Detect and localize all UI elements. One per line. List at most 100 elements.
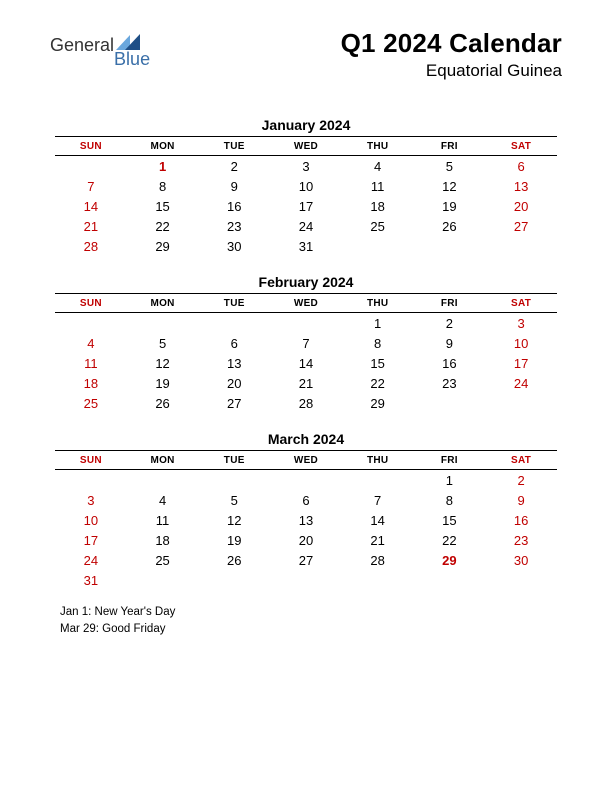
calendar-cell: 10 [55, 510, 127, 530]
calendar-cell: 27 [198, 393, 270, 413]
calendar-cell: 18 [342, 196, 414, 216]
calendar-cell: 24 [485, 373, 557, 393]
calendar-cell: 9 [485, 490, 557, 510]
month-title: January 2024 [55, 117, 557, 133]
calendar-cell: 30 [485, 550, 557, 570]
day-header: SAT [485, 137, 557, 156]
calendar-cell: 20 [485, 196, 557, 216]
calendar-cell: 15 [127, 196, 199, 216]
day-header: THU [342, 294, 414, 313]
calendar-cell: 27 [270, 550, 342, 570]
day-header: TUE [198, 294, 270, 313]
calendar-cell: 28 [55, 236, 127, 256]
calendar-cell: 14 [55, 196, 127, 216]
calendar-cell: 24 [55, 550, 127, 570]
day-header: MON [127, 137, 199, 156]
calendar-cell: 1 [414, 470, 486, 491]
calendar-cell: 18 [55, 373, 127, 393]
calendar-cell: 4 [127, 490, 199, 510]
calendar-cell: 19 [127, 373, 199, 393]
calendar-cell: 23 [198, 216, 270, 236]
calendar-cell: 12 [127, 353, 199, 373]
calendar-cell: 25 [55, 393, 127, 413]
calendar-cell: 22 [342, 373, 414, 393]
day-header: SUN [55, 137, 127, 156]
month-title: March 2024 [55, 431, 557, 447]
calendar-cell: 12 [414, 176, 486, 196]
calendar-cell [198, 313, 270, 334]
calendar-cell: 17 [270, 196, 342, 216]
calendar-cell: 4 [342, 156, 414, 177]
title-box: Q1 2024 Calendar Equatorial Guinea [341, 28, 562, 81]
calendar-cell: 5 [414, 156, 486, 177]
calendar-cell: 2 [414, 313, 486, 334]
calendar-cell: 13 [270, 510, 342, 530]
calendar-cell: 9 [414, 333, 486, 353]
day-header: MON [127, 451, 199, 470]
calendar-cell [127, 470, 199, 491]
day-header: TUE [198, 137, 270, 156]
calendar-cell [198, 570, 270, 590]
calendar-cell [55, 313, 127, 334]
calendar-cell: 20 [198, 373, 270, 393]
calendar-cell: 2 [485, 470, 557, 491]
calendar-cell: 27 [485, 216, 557, 236]
calendar-cell: 21 [342, 530, 414, 550]
holiday-entry: Jan 1: New Year's Day [60, 604, 552, 621]
calendar-cell [198, 470, 270, 491]
calendar-cell [55, 470, 127, 491]
calendar-cell [55, 156, 127, 177]
calendar-cell: 28 [270, 393, 342, 413]
calendar-cell: 10 [485, 333, 557, 353]
day-header: WED [270, 451, 342, 470]
calendar-cell: 1 [127, 156, 199, 177]
calendar-cell: 7 [342, 490, 414, 510]
month-title: February 2024 [55, 274, 557, 290]
month-block: January 2024SUNMONTUEWEDTHUFRISAT1234567… [55, 117, 557, 256]
calendar-cell [414, 570, 486, 590]
calendar-cell [127, 313, 199, 334]
day-header: WED [270, 294, 342, 313]
calendar-cell: 7 [270, 333, 342, 353]
calendar-cell: 18 [127, 530, 199, 550]
day-header: SUN [55, 451, 127, 470]
calendar-cell [414, 236, 486, 256]
calendar-cell [270, 570, 342, 590]
calendar-cell: 20 [270, 530, 342, 550]
day-header: THU [342, 451, 414, 470]
calendar-cell: 6 [270, 490, 342, 510]
calendar-cell: 31 [270, 236, 342, 256]
calendar-cell: 14 [342, 510, 414, 530]
holiday-list: Jan 1: New Year's DayMar 29: Good Friday [0, 590, 612, 639]
calendar-cell: 17 [485, 353, 557, 373]
calendar-cell: 25 [342, 216, 414, 236]
calendar-cell: 22 [127, 216, 199, 236]
month-block: March 2024SUNMONTUEWEDTHUFRISAT123456789… [55, 431, 557, 590]
day-header: SUN [55, 294, 127, 313]
calendar-cell: 16 [414, 353, 486, 373]
page-subtitle: Equatorial Guinea [341, 61, 562, 81]
holiday-entry: Mar 29: Good Friday [60, 621, 552, 638]
months-container: January 2024SUNMONTUEWEDTHUFRISAT1234567… [0, 89, 612, 590]
day-header: SAT [485, 294, 557, 313]
calendar-cell [270, 470, 342, 491]
calendar-cell: 26 [414, 216, 486, 236]
calendar-cell: 6 [198, 333, 270, 353]
calendar-cell [342, 570, 414, 590]
calendar-cell: 12 [198, 510, 270, 530]
calendar-cell: 29 [127, 236, 199, 256]
calendar-cell: 19 [414, 196, 486, 216]
calendar-table: SUNMONTUEWEDTHUFRISAT1234567891011121314… [55, 450, 557, 590]
calendar-cell: 30 [198, 236, 270, 256]
calendar-cell: 26 [198, 550, 270, 570]
calendar-cell: 7 [55, 176, 127, 196]
calendar-cell: 8 [342, 333, 414, 353]
calendar-cell [342, 236, 414, 256]
calendar-cell: 11 [342, 176, 414, 196]
calendar-cell: 31 [55, 570, 127, 590]
calendar-cell: 3 [485, 313, 557, 334]
calendar-cell: 16 [198, 196, 270, 216]
calendar-cell: 11 [127, 510, 199, 530]
calendar-cell: 19 [198, 530, 270, 550]
calendar-cell: 17 [55, 530, 127, 550]
